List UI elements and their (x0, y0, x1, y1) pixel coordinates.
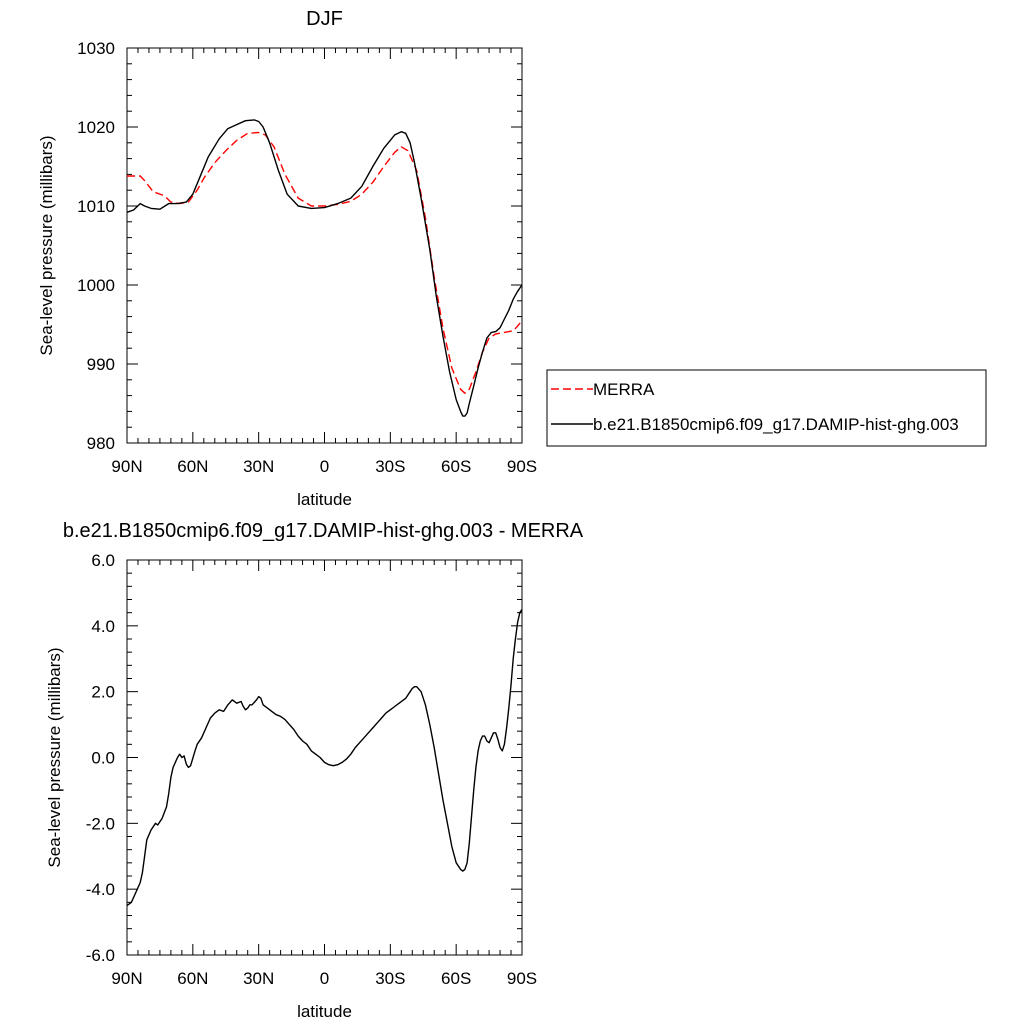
y-tick-label: 1000 (77, 276, 115, 295)
x-tick-label: 0 (320, 969, 329, 988)
y-tick-label: 980 (87, 434, 115, 453)
series-line-b-e21-b1850cmip6-f09-g17-damip-hist-ghg-003 (126, 119, 523, 417)
y-tick-label: 1010 (77, 197, 115, 216)
lower-x-axis-label: latitude (297, 1002, 352, 1021)
lower-y-axis-label: Sea-level pressure (millibars) (45, 647, 64, 867)
series-line-b-e21-b1850cmip6-f09-g17-damip-hist-ghg-003-merra (126, 609, 523, 907)
lower-title: b.e21.B1850cmip6.f09_g17.DAMIP-hist-ghg.… (63, 520, 584, 542)
upper-panel: DJF 90N 60N 30N 0 30S 60S 90S 980 990 1000 1010 1020… (37, 8, 987, 509)
upper-plot-frame (126, 47, 523, 444)
x-tick-label: 0 (320, 457, 329, 476)
x-tick-label: 90S (507, 457, 537, 476)
x-tick-label: 60S (441, 969, 471, 988)
legend-entry-label: b.e21.B1850cmip6.f09_g17.DAMIP-hist-ghg.… (593, 415, 959, 434)
y-tick-label: 0.0 (91, 749, 115, 768)
x-tick-label: 60N (177, 457, 208, 476)
y-tick-label: 1030 (77, 39, 115, 58)
x-tick-label: 90N (111, 969, 142, 988)
y-tick-label: -6.0 (86, 946, 115, 965)
y-tick-label: 6.0 (91, 551, 115, 570)
x-tick-label: 30S (375, 457, 405, 476)
upper-title: DJF (306, 8, 343, 30)
y-tick-label: 990 (87, 355, 115, 374)
lower-panel: b.e21.B1850cmip6.f09_g17.DAMIP-hist-ghg.… (45, 520, 584, 1021)
legend-entry-label: MERRA (593, 380, 655, 399)
x-tick-label: 60N (177, 969, 208, 988)
y-tick-label: 2.0 (91, 683, 115, 702)
y-tick-label: -4.0 (86, 880, 115, 899)
x-tick-label: 30S (375, 969, 405, 988)
series-line-merra (127, 131, 523, 394)
upper-x-axis-label: latitude (297, 490, 352, 509)
x-tick-label: 90N (111, 457, 142, 476)
x-tick-label: 60S (441, 457, 471, 476)
x-tick-label: 30N (243, 457, 274, 476)
y-tick-label: -2.0 (86, 814, 115, 833)
y-tick-label: 4.0 (91, 617, 115, 636)
y-tick-label: 1020 (77, 118, 115, 137)
legend: MERRA b.e21.B1850cmip6.f09_g17.DAMIP-hist… (546, 369, 987, 447)
lower-plot-frame (126, 559, 523, 956)
upper-y-axis-label: Sea-level pressure (millibars) (37, 135, 56, 355)
x-tick-label: 90S (507, 969, 537, 988)
x-tick-label: 30N (243, 969, 274, 988)
legend-box (546, 369, 987, 447)
